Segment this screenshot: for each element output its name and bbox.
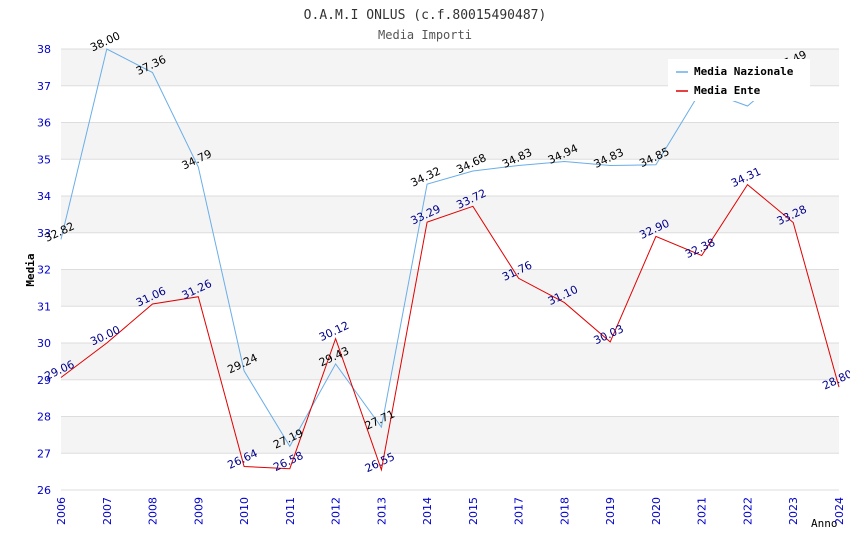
x-tick-label: 2018: [558, 497, 571, 525]
x-tick-label: 2009: [192, 497, 205, 525]
legend: Media Nazionale Media Ente: [668, 59, 810, 101]
x-tick-label: 2023: [787, 497, 800, 525]
chart-subtitle: Media Importi: [378, 28, 472, 42]
x-tick-label: 2010: [238, 497, 251, 525]
y-tick-label: 38: [37, 43, 51, 56]
y-tick-label: 34: [37, 190, 51, 203]
x-tick-label: 2012: [330, 497, 343, 525]
x-tick-label: 2007: [101, 497, 114, 525]
x-tick-label: 2020: [650, 497, 663, 525]
x-tick-label: 2022: [741, 497, 754, 525]
x-tick-label: 2006: [55, 497, 68, 525]
data-label: 26.55: [363, 450, 397, 475]
y-tick-label: 35: [37, 153, 51, 166]
x-tick-label: 2014: [421, 497, 434, 525]
series-line-media-ente: [60, 183, 840, 472]
y-tick-label: 29: [37, 374, 51, 387]
y-tick-label: 36: [37, 117, 51, 130]
x-tick-label: 2011: [284, 497, 297, 525]
y-tick-label: 28: [37, 411, 51, 424]
grid-band: [61, 343, 839, 380]
series-line-media-nazionale: [60, 48, 794, 448]
x-tick-label: 2015: [467, 497, 480, 525]
x-tick-label: 2019: [604, 497, 617, 525]
x-tick-label: 2024: [833, 497, 846, 525]
series-lines: [60, 48, 840, 472]
y-tick-label: 27: [37, 447, 51, 460]
y-tick-label: 31: [37, 300, 51, 313]
x-tick-label: 2013: [375, 497, 388, 525]
y-tick-label: 26: [37, 484, 51, 497]
legend-label-media-nazionale: Media Nazionale: [694, 65, 794, 78]
gridlines: [61, 48, 839, 491]
y-axis-ticks: 26 27 28 29 30 31 32 33 34 35 36 37 38: [37, 43, 51, 497]
data-label: 34.32: [409, 165, 443, 190]
x-tick-label: 2008: [147, 497, 160, 525]
y-tick-label: 30: [37, 337, 51, 350]
grid-band: [61, 122, 839, 160]
x-axis-label: Anno: [811, 517, 838, 530]
y-tick-label: 32: [37, 264, 51, 277]
background-bands: [61, 49, 839, 454]
data-label: 32.82: [42, 220, 76, 245]
y-axis-label: Media: [24, 253, 37, 286]
x-tick-label: 2017: [513, 497, 526, 525]
y-tick-label: 33: [37, 227, 51, 240]
grid-band: [61, 269, 839, 307]
legend-box: [668, 59, 810, 101]
grid-band: [61, 416, 839, 454]
data-label: 30.12: [317, 319, 351, 344]
data-label: 32.38: [683, 236, 717, 261]
x-axis-ticks: 2006 2007 2008 2009 2010 2011 2012 2013 2014 2015…: [55, 497, 846, 525]
x-tick-label: 2021: [696, 497, 709, 525]
y-tick-label: 37: [37, 80, 51, 93]
chart-title: O.A.M.I ONLUS (c.f.80015490487): [304, 8, 547, 23]
legend-label-media-ente: Media Ente: [694, 84, 761, 97]
